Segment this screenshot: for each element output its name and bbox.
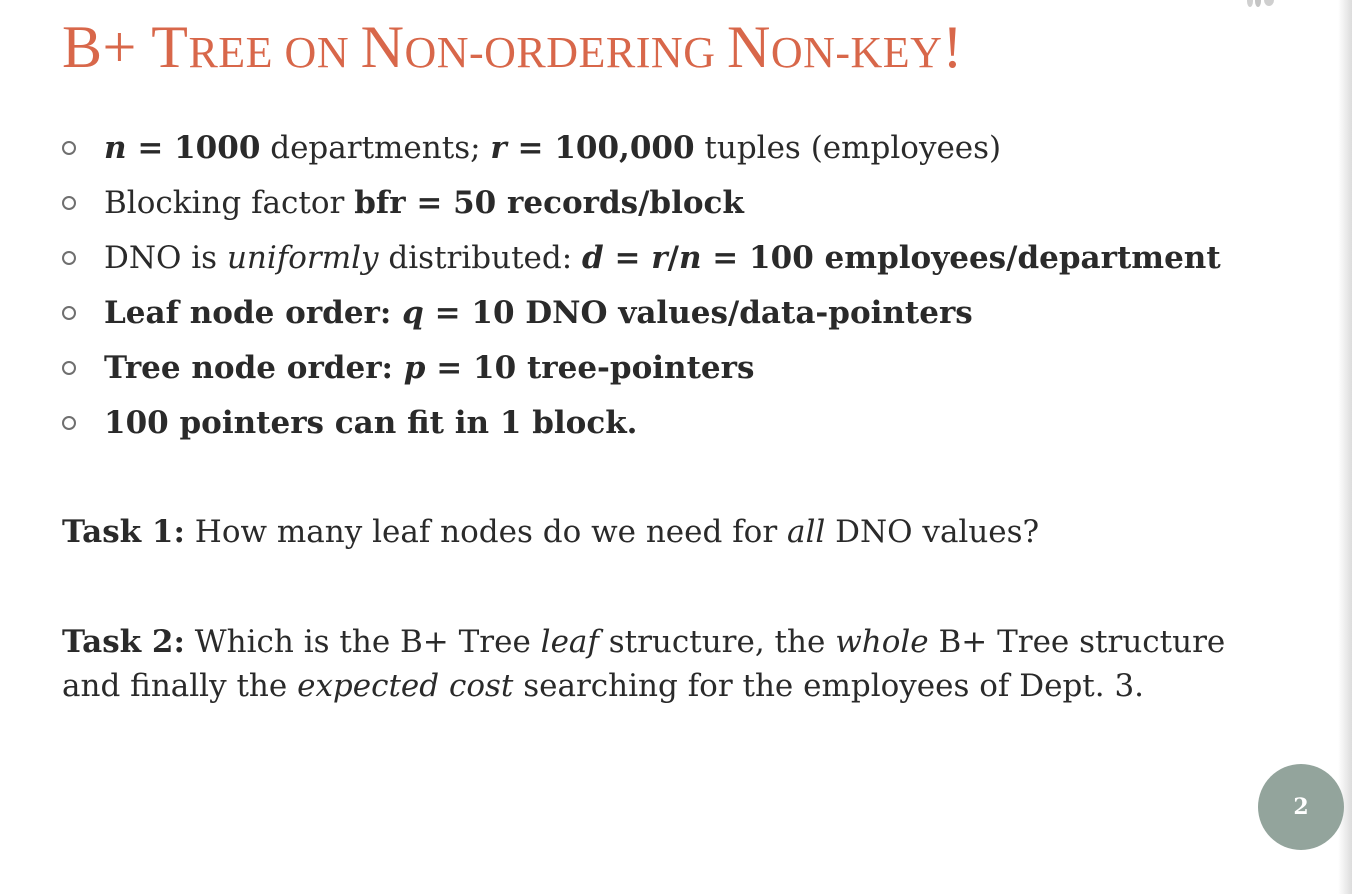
page-number-badge: 2 bbox=[1258, 764, 1344, 850]
bullet-circle-icon bbox=[62, 195, 76, 210]
bullet-circle-icon bbox=[62, 305, 76, 320]
task-1-label: Task 1: bbox=[62, 514, 185, 550]
task-2-label: Task 2: bbox=[62, 624, 185, 660]
bullet-circle-icon bbox=[62, 360, 76, 375]
task-2: Task 2: Which is the B+ Tree leaf struct… bbox=[62, 624, 1226, 704]
bullet-circle-icon bbox=[62, 415, 76, 430]
bullet-item: Leaf node order: q = 10 DNO values/data-… bbox=[62, 285, 1322, 340]
bullet-circle-icon bbox=[62, 250, 76, 265]
corner-decoration bbox=[1247, 0, 1274, 7]
slide-title: B+ TREE ON NON-ORDERING NON-KEY! bbox=[62, 14, 963, 80]
slide-right-edge-shadow bbox=[1338, 0, 1352, 894]
task-1: Task 1: How many leaf nodes do we need f… bbox=[62, 514, 1040, 550]
bullet-item: Tree node order: p = 10 tree-pointers bbox=[62, 340, 1322, 395]
page-number: 2 bbox=[1293, 794, 1309, 820]
bullet-item: n = 1000 departments; r = 100,000 tuples… bbox=[62, 120, 1322, 175]
bullet-item: Blocking factor bfr = 50 records/block bbox=[62, 175, 1322, 230]
bullet-list: n = 1000 departments; r = 100,000 tuples… bbox=[62, 120, 1322, 450]
bullet-item: 100 pointers can fit in 1 block. bbox=[62, 395, 1322, 450]
bullet-item: DNO is uniformly distributed: d = r/n = … bbox=[62, 230, 1322, 285]
bullet-circle-icon bbox=[62, 140, 76, 155]
